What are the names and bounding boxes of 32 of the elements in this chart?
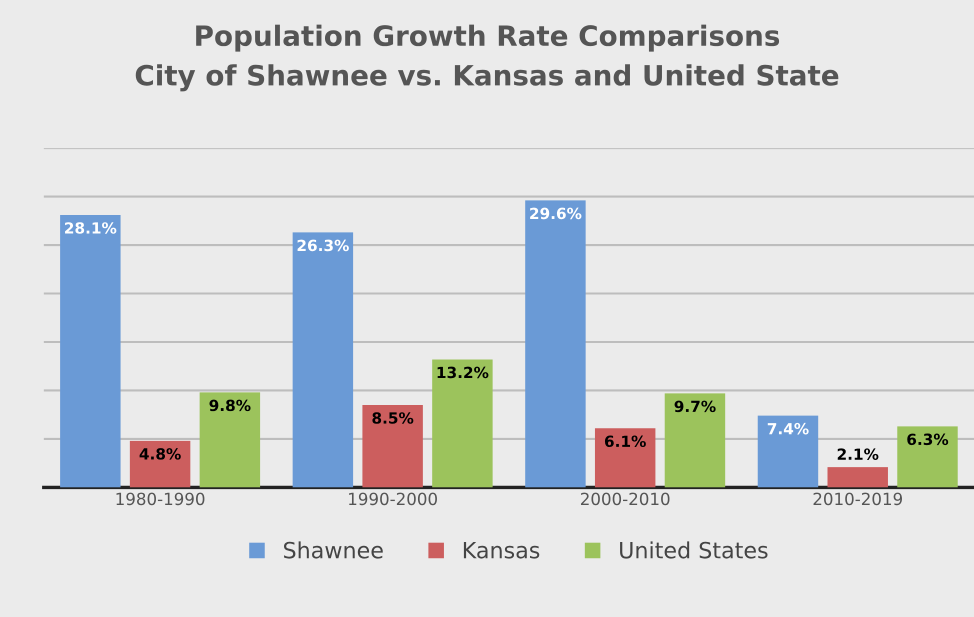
data-label: 9.8%	[209, 400, 251, 412]
data-label: 29.6%	[530, 208, 582, 220]
data-label: 28.1%	[65, 222, 116, 234]
data-label: 9.7%	[674, 400, 716, 412]
legend-label: Shawnee	[284, 541, 383, 559]
data-label: 8.5%	[372, 412, 414, 424]
bar	[758, 416, 818, 488]
data-label: 4.8%	[140, 448, 181, 460]
x-tick-label: 1980-1990	[116, 492, 204, 506]
bar	[130, 440, 190, 488]
bar	[292, 232, 354, 488]
data-label: 26.3%	[298, 240, 349, 252]
bar	[664, 393, 726, 488]
x-tick-label: 2010-2019	[814, 492, 902, 506]
bar	[200, 392, 260, 488]
data-label: 6.1%	[604, 436, 646, 448]
x-tick-label: 1990-2000	[349, 492, 437, 506]
bar	[897, 426, 958, 488]
chart-title: Population Growth Rate Comparisons City of Shawnee vs. Kansas and United State	[136, 24, 838, 92]
x-tick-label: 2000-2010	[580, 492, 670, 506]
bar	[432, 359, 493, 488]
bar	[594, 428, 656, 488]
legend-label: Kansas	[464, 542, 540, 559]
data-label: 6.3%	[907, 434, 948, 446]
data-label: 7.4%	[768, 422, 809, 434]
bar	[828, 467, 888, 488]
bar	[525, 200, 586, 488]
data-label: 13.2%	[438, 366, 488, 378]
legend-label: United States	[620, 541, 768, 559]
data-label: 2.1%	[838, 448, 878, 460]
bar	[362, 405, 423, 488]
bar	[60, 214, 121, 488]
